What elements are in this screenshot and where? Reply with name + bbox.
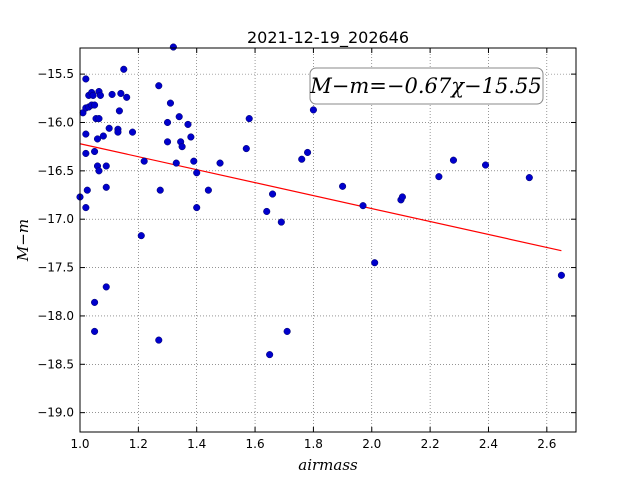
data-point [193,204,201,212]
data-point [309,106,317,114]
x-tick-label: 1.8 [304,437,323,451]
data-point [95,115,103,123]
data-point [193,169,201,177]
x-tick-label: 1.2 [129,437,148,451]
x-tick-label: 2.6 [537,437,556,451]
data-point [298,155,306,163]
data-point [449,156,458,164]
y-tick-label: −16.0 [37,115,74,129]
data-point [525,174,533,182]
x-tick-label: 2.2 [421,437,440,451]
data-point [128,128,137,136]
data-point [82,149,90,157]
y-axis-label: M−m [14,219,32,262]
data-point [120,65,128,73]
data-point [89,91,97,99]
data-point [114,128,122,136]
data-point [96,91,104,99]
data-point [163,138,172,146]
data-point [140,157,148,165]
y-tick-label: −17.0 [37,212,74,226]
data-point [398,193,406,201]
data-point [435,173,443,181]
fit-equation-box: M−m=−0.67χ−15.55 [309,67,544,105]
x-tick-label: 1.6 [246,437,265,451]
data-point [82,130,90,138]
chart-title: 2021-12-19_202646 [247,28,409,48]
data-point [216,159,224,167]
data-point [108,90,116,98]
data-point [102,162,110,170]
data-point [557,271,565,279]
data-point [137,232,145,240]
data-point [204,186,212,194]
data-point [117,89,125,98]
data-point [178,143,186,151]
data-point [93,135,102,143]
data-point [166,99,174,107]
data-point [187,133,195,141]
data-point [105,124,113,132]
data-point [371,259,379,267]
x-tick-label: 1.4 [187,437,206,451]
data-point [102,183,110,191]
y-tick-label: −17.5 [37,261,74,275]
data-point [339,182,347,190]
data-point [83,186,91,194]
data-point [91,147,99,156]
data-point [163,118,172,127]
data-point [82,75,90,83]
x-tick-label: 2.4 [479,437,498,451]
y-tick-label: −16.5 [37,164,74,178]
data-point [482,161,490,169]
y-tick-label: −19.0 [37,406,74,420]
y-tick-labels: −15.5 −16.0 −16.5 −17.0 −17.5 −18.0 −18.5 −19.0 [37,67,74,420]
data-point [266,351,274,359]
x-tick-label: 1.0 [70,437,89,451]
data-point [82,204,90,212]
data-points [76,43,565,359]
data-point [184,120,192,128]
data-point [175,113,183,121]
data-point [277,218,285,226]
data-point [155,82,163,90]
data-point [190,157,198,165]
data-point [359,202,367,210]
data-point [245,115,253,123]
data-point [263,207,271,216]
x-axis-label: airmass [298,456,358,474]
x-tick-labels: 1.0 1.2 1.4 1.6 1.8 2.0 2.2 2.4 2.6 [70,437,556,451]
axis-ticks [79,48,576,432]
data-point [95,167,103,175]
fit-line-layer [79,143,562,252]
data-point [242,145,250,153]
y-tick-label: −18.0 [37,309,74,323]
x-tick-label: 2.0 [362,437,381,451]
data-point [91,298,99,306]
data-point [169,43,177,51]
data-point [155,336,163,344]
data-point [91,101,99,109]
data-point [172,159,180,167]
fit-line [79,143,562,252]
data-point [283,327,291,335]
plot-frame [79,47,577,433]
fit-equation: M−m=−0.67χ−15.55 [309,74,541,98]
data-point [304,148,312,157]
y-tick-label: −18.5 [37,357,74,371]
data-point [115,107,123,115]
data-point [102,283,110,291]
grid [79,48,576,432]
y-tick-label: −15.5 [37,67,74,81]
data-point [156,186,164,194]
data-point [99,132,107,140]
data-point [269,190,277,198]
data-point [123,93,131,101]
fit-equation-frame [309,67,544,105]
data-point [91,327,99,335]
